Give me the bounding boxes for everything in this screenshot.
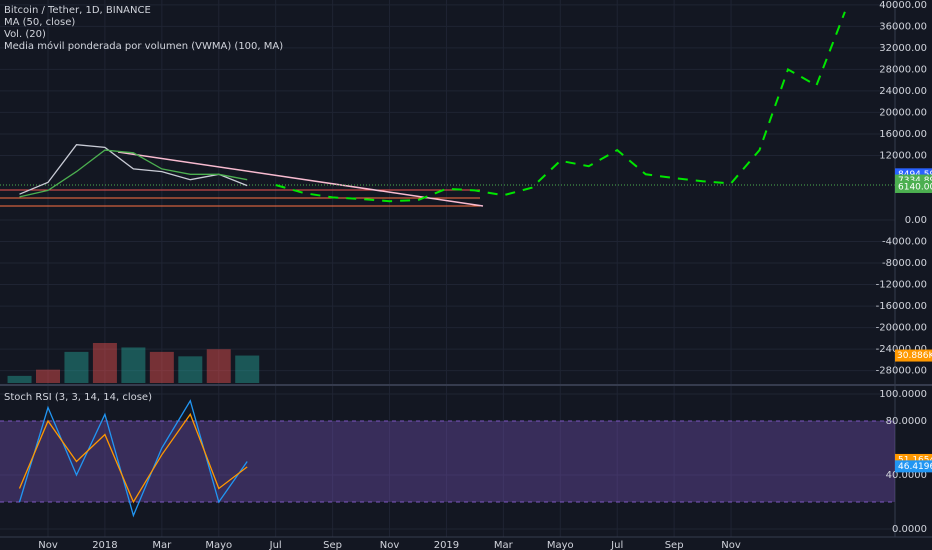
band xyxy=(0,421,895,503)
y-tick-label: -20000.00 xyxy=(876,323,927,334)
volume-bar xyxy=(36,369,60,383)
x-tick-label: 2019 xyxy=(434,540,459,550)
series-line xyxy=(275,11,846,203)
y-tick-label: -16000.00 xyxy=(876,301,927,312)
x-tick-label: Nov xyxy=(721,540,741,550)
x-tick-label: Jul xyxy=(269,540,282,550)
volume-bar xyxy=(178,356,203,383)
x-tick-label: Jul xyxy=(610,540,623,550)
price-tag-label: 6140.00 xyxy=(898,182,932,192)
x-tick-label: Mayo xyxy=(547,540,574,550)
y-tick-label: 16000.00 xyxy=(879,129,927,140)
price-tag-label: 46.4196 xyxy=(898,462,932,472)
series-line xyxy=(19,149,248,198)
series-line xyxy=(18,412,248,504)
y-tick-label: 100.0000 xyxy=(879,389,927,400)
price-tag xyxy=(895,460,932,473)
x-tick-label: Sep xyxy=(323,540,342,550)
legend-entry: Bitcoin / Tether, 1D, BINANCE xyxy=(4,5,151,16)
y-tick-label: 24000.00 xyxy=(879,86,927,97)
legend-entry: Vol. (20) xyxy=(4,29,46,40)
y-tick-label: -8000.00 xyxy=(882,258,927,269)
trend-line xyxy=(117,151,484,207)
volume-bar xyxy=(7,375,32,383)
y-tick-label: 80.0000 xyxy=(886,416,927,427)
y-tick-label: -4000.00 xyxy=(882,237,927,248)
price-tag xyxy=(895,180,932,193)
x-tick-label: Sep xyxy=(665,540,684,550)
legend-entry: Stoch RSI (3, 3, 14, 14, close) xyxy=(4,392,152,403)
y-tick-label: 0.00 xyxy=(905,215,927,226)
volume-bar xyxy=(149,351,174,383)
volume-bar xyxy=(235,355,260,383)
y-tick-label: 40.0000 xyxy=(886,470,927,481)
x-tick-label: Nov xyxy=(380,540,400,550)
x-tick-label: Mayo xyxy=(205,540,232,550)
x-tick-label: 2018 xyxy=(92,540,117,550)
grid xyxy=(0,0,895,537)
y-tick-label: 40000.00 xyxy=(879,0,927,11)
legend-entry: MA (50, close) xyxy=(4,17,75,28)
y-tick-label: 32000.00 xyxy=(879,43,927,54)
volume-tag-label: 30.886K xyxy=(897,351,932,361)
y-tick-label: 28000.00 xyxy=(879,64,927,75)
volume-bar xyxy=(121,347,146,383)
series-line xyxy=(19,144,248,195)
y-tick-label: -28000.00 xyxy=(876,366,927,377)
y-tick-label: -12000.00 xyxy=(876,280,927,291)
x-tick-label: Nov xyxy=(38,540,58,550)
x-tick-label: Mar xyxy=(152,540,172,550)
volume-tag xyxy=(895,349,932,362)
y-tick-label: 0.0000 xyxy=(892,524,927,535)
legend-entry: Media móvil ponderada por volumen (VWMA)… xyxy=(4,40,283,52)
y-tick-label: 36000.00 xyxy=(879,21,927,32)
volume-bar xyxy=(64,351,89,383)
y-tick-label: 20000.00 xyxy=(879,107,927,118)
series-line xyxy=(18,399,248,518)
volume-bar xyxy=(92,343,117,383)
y-tick-label: 12000.00 xyxy=(879,150,927,161)
x-tick-label: Mar xyxy=(494,540,514,550)
volume-bar xyxy=(206,349,231,383)
